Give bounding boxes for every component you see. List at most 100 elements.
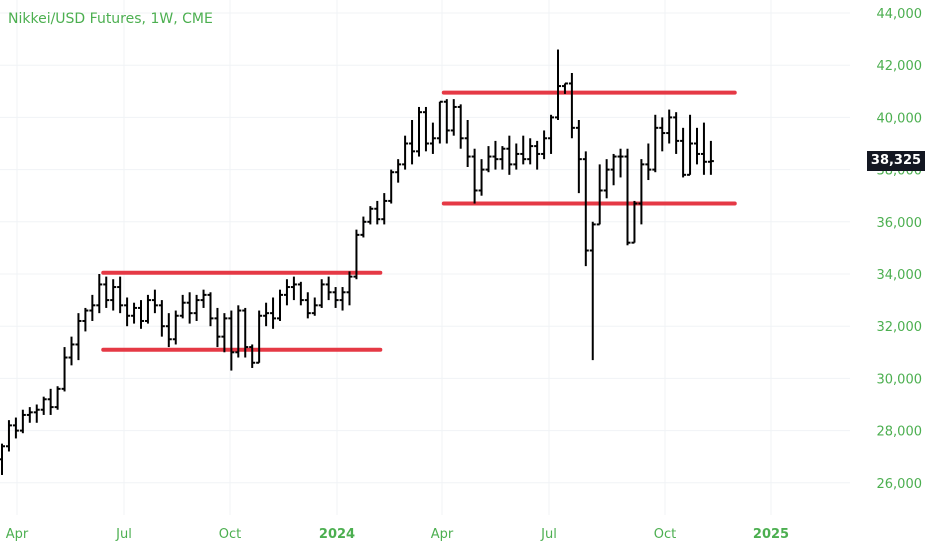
ohlc-bar: [548, 114, 555, 154]
y-tick-label: 32,000: [877, 320, 923, 335]
ohlc-bar: [33, 404, 40, 423]
ohlc-bar: [617, 148, 624, 178]
ohlc-bar: [492, 140, 499, 170]
ohlc-bar: [117, 276, 124, 314]
ohlc-bar: [561, 82, 568, 94]
ohlc-bar: [513, 143, 520, 170]
ohlc-bar: [179, 294, 186, 319]
ohlc-bar: [325, 276, 332, 301]
ohlc-bar: [47, 388, 54, 415]
ohlc-bar: [457, 104, 464, 149]
x-tick-label: Oct: [654, 527, 676, 542]
ohlc-bar: [19, 409, 26, 434]
ohlc-bar: [687, 114, 694, 176]
ohlc-bar: [200, 289, 207, 308]
ohlc-bar: [110, 279, 117, 311]
support-resistance-lines: [101, 90, 737, 352]
ohlc-bar: [582, 151, 589, 267]
ohlc-bar: [0, 443, 5, 475]
x-tick-label: 2025: [753, 527, 789, 542]
ohlc-bar: [277, 289, 283, 321]
x-tick-label: Jul: [115, 527, 132, 542]
ohlc-bar: [610, 153, 617, 186]
ohlc-bar: [5, 420, 12, 452]
y-tick-label: 34,000: [877, 268, 923, 283]
ohlc-bar: [596, 164, 603, 226]
ohlc-bar: [416, 106, 422, 157]
x-tick-label: Apr: [6, 527, 29, 542]
y-tick-label: 36,000: [877, 216, 923, 231]
ohlc-bar: [138, 300, 144, 329]
ohlc-bar: [659, 117, 666, 152]
x-axis: Apr Jul Oct 2024 Apr Jul Oct 2025: [6, 527, 789, 542]
ohlc-bar: [40, 396, 47, 415]
ohlc-bar: [256, 310, 263, 364]
ohlc-bar: [96, 274, 103, 314]
ohlc-bar: [61, 347, 68, 392]
ohlc-bar: [68, 336, 75, 366]
y-tick-label: 30,000: [877, 372, 923, 387]
ohlc-bar: [555, 49, 561, 121]
ohlc-bar: [541, 130, 548, 160]
ohlc-bar: [353, 229, 360, 280]
y-tick-label: 40,000: [877, 111, 923, 126]
ohlc-bar: [631, 200, 638, 244]
ohlc-bar: [520, 135, 527, 165]
ohlc-bar: [575, 120, 582, 194]
ohlc-bar: [534, 140, 541, 170]
ohlc-bar: [228, 310, 235, 371]
ohlc-bar: [374, 200, 381, 225]
y-tick-label: 28,000: [877, 425, 923, 440]
ohlc-bar: [381, 193, 388, 225]
ohlc-bar: [270, 297, 277, 329]
ohlc-bar: [235, 305, 242, 358]
ohlc-bar: [346, 271, 353, 306]
ohlc-bar: [249, 344, 256, 368]
ohlc-bar: [82, 307, 89, 332]
last-price-badge: 38,325: [867, 151, 925, 172]
ohlc-bar: [694, 127, 700, 165]
ohlc-bar: [193, 294, 200, 321]
ohlc-bar: [645, 143, 652, 181]
ohlc-bar: [450, 99, 457, 136]
ohlc-bar: [443, 99, 450, 144]
ohlc-bar: [707, 140, 714, 175]
ohlc-bar: [318, 279, 325, 308]
ohlc-bar: [589, 221, 596, 361]
ohlc-bar: [26, 407, 33, 423]
ohlc-bar: [290, 276, 297, 301]
ohlc-bar: [54, 386, 61, 410]
ohlc-bar: [673, 112, 680, 154]
ohlc-bar: [499, 146, 506, 170]
ohlc-bar: [568, 73, 575, 139]
ohlc-bar: [485, 146, 492, 173]
ohlc-bar: [464, 120, 471, 167]
ohlc-bar: [214, 307, 221, 348]
ohlc-bar: [151, 289, 158, 314]
ohlc-bar: [311, 297, 318, 316]
ohlc-bar: [422, 106, 429, 152]
ohlc-bar: [652, 114, 659, 173]
ohlc-bar: [89, 294, 96, 321]
ohlc-bar: [478, 159, 485, 196]
ohlc-bar: [603, 159, 610, 199]
x-tick-label: Jul: [540, 527, 557, 542]
ohlc-bar: [263, 302, 270, 327]
ohlc-bar: [666, 109, 673, 144]
ohlc-bar: [429, 122, 436, 154]
ohlc-bar: [124, 297, 131, 327]
y-tick-label: 42,000: [877, 59, 923, 74]
y-tick-label: 26,000: [877, 477, 923, 492]
ohlc-bar: [471, 148, 478, 204]
ohlc-bar: [360, 216, 367, 238]
ohlc-bar: [131, 302, 138, 324]
ohlc-bar: [304, 292, 311, 319]
ohlc-bar: [221, 313, 228, 353]
x-tick-label: 2024: [319, 527, 355, 542]
ohlc-bar: [436, 100, 443, 144]
ohlc-bar: [144, 294, 151, 324]
ohlc-bar: [624, 148, 631, 246]
ohlc-bar: [207, 292, 214, 327]
ohlc-bar: [103, 276, 110, 308]
